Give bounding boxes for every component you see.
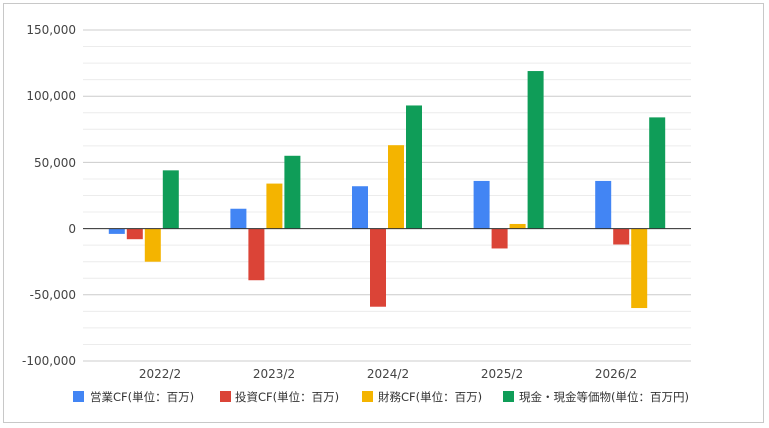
bar — [491, 228, 508, 249]
bar — [108, 228, 125, 234]
bar — [126, 228, 143, 240]
y-tick-label: 50,000 — [34, 156, 76, 170]
y-tick-label: -100,000 — [22, 354, 76, 368]
bar — [649, 117, 666, 229]
legend-swatch-investing-cf — [220, 391, 231, 402]
x-tick-label: 2025/2 — [481, 367, 523, 381]
legend-label: 投資CF(単位：百万) — [235, 390, 339, 404]
x-tick-label: 2026/2 — [595, 367, 637, 381]
bar — [406, 105, 422, 229]
bar — [370, 228, 386, 307]
bar — [266, 183, 283, 229]
chart-frame — [3, 3, 764, 423]
y-tick-label: 100,000 — [26, 89, 76, 103]
legend: 営業CF(単位：百万) 投資CF(単位：百万) 財務CF(単位：百万) 現金・現… — [73, 390, 689, 404]
bar — [230, 208, 247, 229]
bar — [631, 228, 648, 309]
x-tick-label: 2023/2 — [253, 367, 295, 381]
x-tick-label: 2022/2 — [139, 367, 181, 381]
bar — [248, 228, 265, 281]
bar — [473, 180, 490, 229]
bar — [509, 223, 526, 229]
legend-swatch-cash-equivalents — [503, 391, 514, 402]
x-tick-label: 2024/2 — [367, 367, 409, 381]
y-axis-ticks: 150,000 100,000 50,000 0 -50,000 -100,00… — [22, 23, 76, 368]
legend-label: 現金・現金等価物(単位：百万円) — [519, 390, 689, 404]
bar — [284, 155, 301, 229]
bar — [527, 71, 544, 229]
bar — [595, 180, 612, 229]
y-tick-label: -50,000 — [30, 288, 76, 302]
legend-swatch-financing-cf — [362, 391, 373, 402]
gridlines — [83, 29, 691, 362]
y-tick-label: 150,000 — [26, 23, 76, 37]
legend-label: 営業CF(単位：百万) — [90, 390, 194, 404]
bar — [613, 228, 630, 245]
bar — [352, 186, 368, 229]
legend-label: 財務CF(単位：百万) — [378, 390, 482, 404]
legend-swatch-operating-cf — [73, 391, 84, 402]
bar — [388, 145, 404, 229]
bar — [144, 228, 161, 262]
bars — [108, 71, 666, 309]
x-axis-ticks: 2022/2 2023/2 2024/2 2025/2 2026/2 — [139, 367, 637, 381]
y-tick-label: 0 — [68, 222, 76, 236]
bar — [162, 170, 179, 229]
